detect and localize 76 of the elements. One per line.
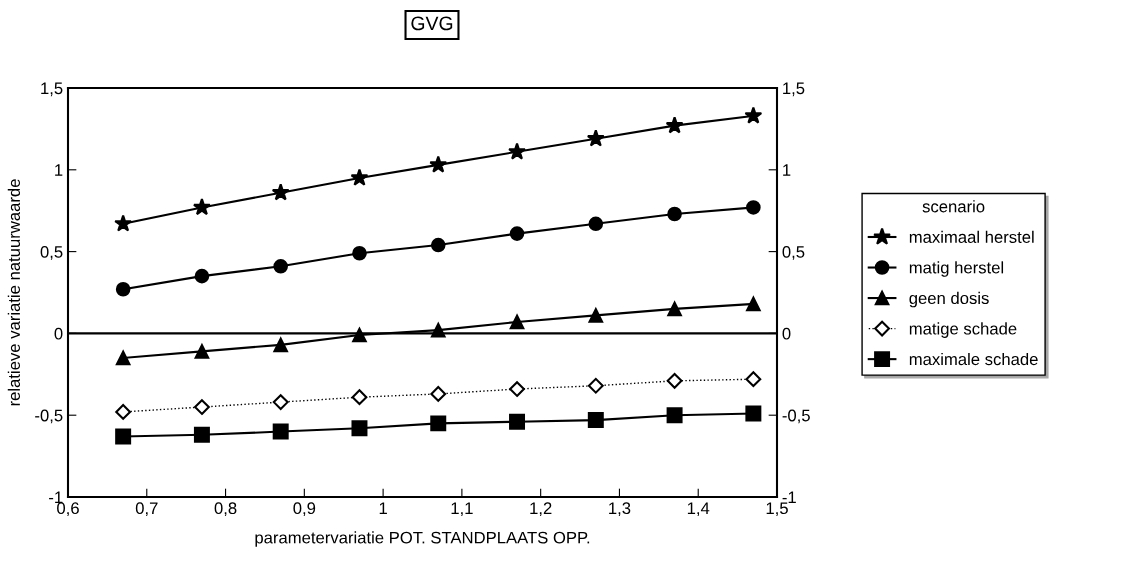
x-tick-label: 0,8: [214, 502, 237, 517]
y2-tick-label: 1: [783, 164, 791, 176]
point: [351, 420, 368, 437]
legend-label: matig herstel: [909, 261, 1004, 277]
point: [745, 405, 762, 422]
point: [429, 155, 448, 173]
point: [430, 322, 446, 338]
point: [430, 415, 447, 432]
point: [272, 423, 289, 440]
point: [666, 407, 683, 424]
y-axis-title: relatieve variatie natuurwaarde: [7, 179, 21, 406]
point: [588, 308, 604, 323]
point: [509, 226, 525, 241]
x-tick-label: 1,1: [451, 502, 473, 517]
point: [115, 428, 132, 445]
point: [509, 314, 525, 330]
y2-tick-label: -0,5: [782, 409, 810, 424]
point: [667, 206, 682, 222]
point: [352, 327, 367, 343]
y-tick-label: 0,5: [40, 246, 63, 260]
x-tick-label: 0,9: [293, 502, 316, 517]
y2-tick-label: -1: [782, 491, 796, 504]
point: [746, 296, 761, 312]
point: [193, 426, 210, 443]
y2-tick-label: 0: [782, 327, 791, 340]
y-tick-label: -1: [49, 491, 63, 504]
point: [430, 386, 447, 402]
x-axis-title: parametervariatie POT. STANDPLAATS OPP.: [255, 531, 590, 547]
point: [350, 168, 369, 186]
point: [666, 372, 683, 389]
y-tick-label: 1: [55, 164, 63, 176]
point: [746, 200, 761, 215]
point: [665, 116, 684, 134]
point: [587, 377, 604, 394]
point: [745, 371, 762, 388]
point: [351, 389, 368, 406]
point: [192, 198, 211, 216]
point: [586, 129, 605, 147]
x-tick-label: 0,7: [135, 502, 158, 517]
point: [115, 404, 132, 420]
y2-tick-label: 0,5: [782, 246, 805, 260]
x-tick-label: 1,4: [687, 502, 710, 517]
point: [352, 245, 367, 261]
x-tick-label: 1: [379, 502, 387, 514]
point: [509, 381, 525, 397]
point: [587, 412, 604, 429]
point: [273, 259, 288, 274]
point: [194, 344, 210, 359]
point: [115, 350, 131, 366]
x-tick-label: 1,2: [530, 502, 552, 517]
point: [272, 394, 289, 411]
point: [271, 183, 290, 201]
point: [588, 216, 604, 232]
point: [667, 301, 682, 317]
point: [194, 399, 210, 415]
point: [430, 237, 446, 253]
point: [509, 413, 526, 430]
point: [194, 268, 210, 284]
legend-label: geen dosis: [909, 291, 989, 308]
legend-label: maximale schade: [909, 352, 1038, 366]
legend-title: scenario: [922, 200, 985, 213]
legend-label: maximaal herstel: [909, 230, 1034, 243]
x-tick-label: 0,6: [57, 502, 79, 517]
chart-title: GVG: [411, 16, 453, 31]
point: [744, 106, 763, 124]
y-tick-label: -0,5: [35, 409, 63, 424]
y-tick-label: 0: [54, 327, 63, 340]
point: [114, 214, 133, 232]
point: [115, 281, 131, 297]
y2-tick-label: 1,5: [783, 82, 805, 97]
x-tick-label: 1,3: [609, 502, 631, 517]
point: [508, 142, 526, 160]
x-tick-label: 1,5: [766, 502, 788, 517]
legend-label: matige schade: [909, 322, 1017, 338]
y-tick-label: 1,5: [41, 82, 63, 97]
point: [273, 337, 288, 353]
